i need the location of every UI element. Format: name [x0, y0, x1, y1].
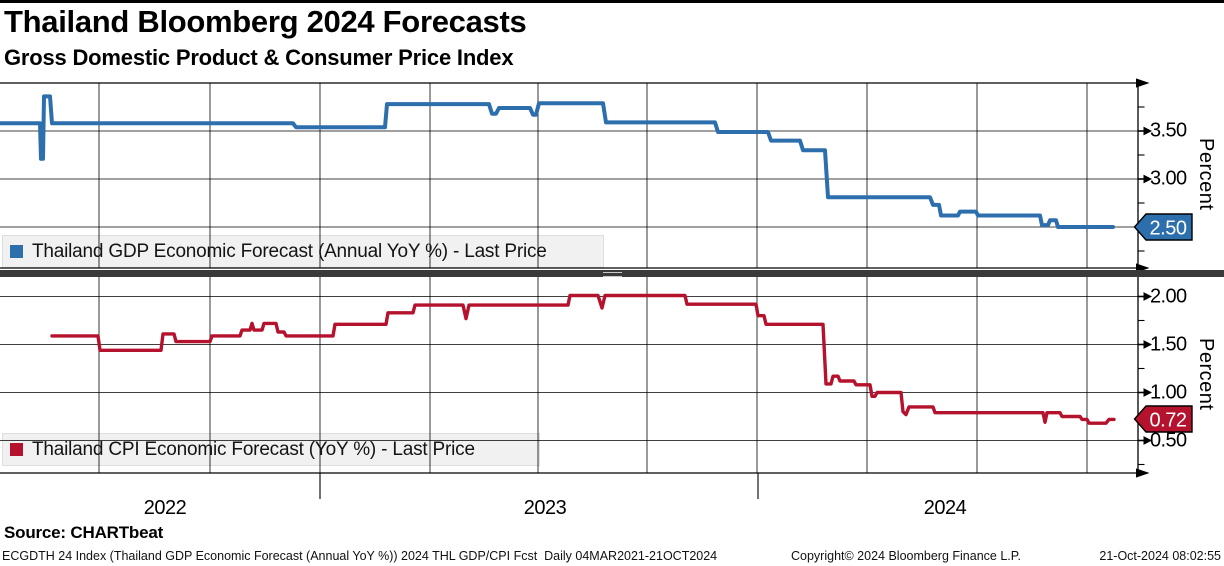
panel-splitter[interactable] — [0, 270, 1224, 277]
footer-datetime: 21-Oct-2024 08:02:55 — [1099, 549, 1221, 563]
gdp-last-price-value: 2.50 — [1150, 218, 1187, 240]
y-tick-label: 1.50 — [1150, 333, 1187, 355]
splitter-grip-icon — [603, 271, 622, 277]
gdp-legend-marker-icon — [10, 245, 23, 258]
y-tick-label: 1.00 — [1150, 381, 1187, 403]
gdp-legend-band — [2, 235, 604, 268]
y-tick-label: 0.50 — [1150, 429, 1187, 451]
cpi-badge-shape — [1133, 405, 1193, 434]
year-label-2022: 2022 — [143, 497, 187, 519]
gdp-legend-label: Thailand GDP Economic Forecast (Annual Y… — [32, 240, 547, 262]
footer-ticker-info: ECGDTH 24 Index (Thailand GDP Economic F… — [2, 549, 718, 563]
footer-copyright: Copyright© 2024 Bloomberg Finance L.P. — [791, 549, 1021, 563]
cpi-last-price-value: 0.72 — [1150, 410, 1187, 432]
cpi-legend-label: Thailand CPI Economic Forecast (YoY %) -… — [32, 438, 475, 460]
gdp-axis-title: Percent — [1195, 138, 1217, 211]
top-border-line — [0, 0, 1224, 3]
page-title: Thailand Bloomberg 2024 Forecasts — [4, 4, 527, 39]
gdp-legend: Thailand GDP Economic Forecast (Annual Y… — [10, 235, 547, 268]
gdp-last-price-badge: 2.50 — [1133, 213, 1193, 241]
cpi-legend-band — [2, 433, 540, 466]
y-tick-label: 2.00 — [1150, 285, 1187, 307]
cpi-legend-marker-icon — [10, 443, 23, 456]
gdp-badge-shape — [1133, 213, 1193, 241]
cpi-last-price-badge: 0.72 — [1133, 405, 1193, 434]
cpi-legend: Thailand CPI Economic Forecast (YoY %) -… — [10, 433, 475, 466]
year-label-2024: 2024 — [923, 497, 967, 519]
cpi-axis-title: Percent — [1195, 338, 1217, 411]
source-label: Source: CHARTbeat — [4, 523, 164, 542]
y-tick-label: 3.00 — [1150, 167, 1187, 190]
page-subtitle: Gross Domestic Product & Consumer Price … — [4, 45, 514, 70]
y-tick-label: 3.50 — [1150, 119, 1187, 142]
year-label-2023: 2023 — [523, 497, 567, 519]
